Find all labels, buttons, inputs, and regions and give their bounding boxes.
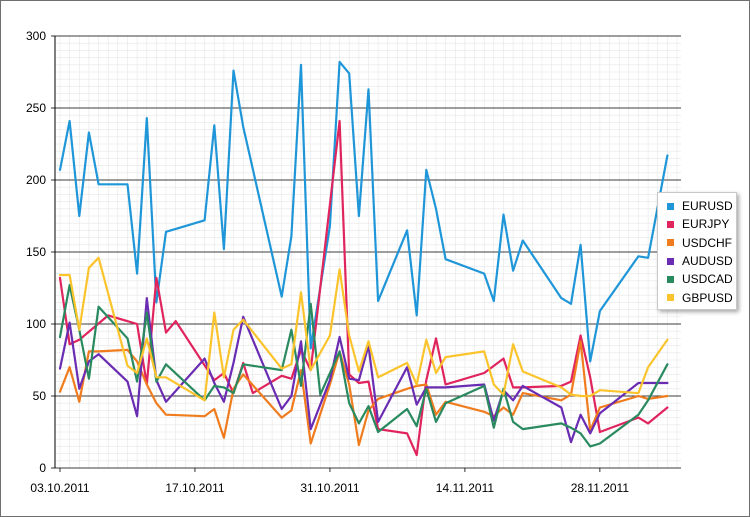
y-tick-label: 250 (26, 101, 46, 115)
series-line-audusd (58, 297, 669, 444)
series-line-gbpusd (58, 256, 669, 402)
series-line-usdchf (58, 340, 669, 447)
legend-item-usdchf[interactable]: USDCHF (667, 234, 736, 252)
legend-label-usdchf: USDCHF (682, 235, 732, 250)
legend-swatch-gbpusd (667, 294, 674, 302)
legend-swatch-eurjpy (667, 220, 674, 228)
series-lines (58, 60, 669, 457)
legend-label-audusd: AUDUSD (682, 254, 733, 269)
x-axis-tick-labels: 03.10.2011 17.10.2011 31.10.2011 14.11.2011… (30, 468, 629, 495)
legend-swatch-eurusd (667, 202, 674, 210)
legend-swatch-usdcad (667, 275, 674, 283)
x-tick-label: 14.11.2011 (436, 481, 495, 495)
legend-item-eurusd[interactable]: EURUSD (667, 197, 736, 215)
legend-label-gbpusd: GBPUSD (682, 290, 733, 305)
y-tick-label: 200 (26, 173, 46, 187)
legend-item-usdcad[interactable]: USDCAD (667, 270, 736, 288)
legend-label-eurjpy: EURJPY (682, 217, 730, 232)
x-tick-label: 31.10.2011 (300, 481, 359, 495)
legend-item-gbpusd[interactable]: GBPUSD (667, 288, 736, 306)
legend-item-eurjpy[interactable]: EURJPY (667, 215, 736, 233)
y-axis-tick-labels: 0 50 100 150 200 250 300 (26, 29, 55, 475)
series-line-usdcad (58, 284, 669, 448)
legend-item-audusd[interactable]: AUDUSD (667, 252, 736, 270)
legend-swatch-usdchf (667, 239, 674, 247)
legend-label-usdcad: USDCAD (682, 272, 733, 287)
series-line-eurusd (58, 60, 669, 363)
x-tick-label: 03.10.2011 (30, 481, 89, 495)
y-tick-label: 50 (33, 389, 47, 403)
legend: EURUSD EURJPY USDCHF AUDUSD USDCAD GBPUS… (657, 192, 737, 310)
y-tick-label: 150 (26, 245, 46, 259)
legend-label-eurusd: EURUSD (682, 199, 733, 214)
y-tick-label: 100 (26, 317, 46, 331)
x-tick-label: 17.10.2011 (165, 481, 224, 495)
y-tick-label: 0 (39, 461, 46, 475)
y-tick-label: 300 (26, 29, 46, 43)
legend-swatch-audusd (667, 257, 674, 265)
x-tick-label: 28.11.2011 (571, 481, 630, 495)
